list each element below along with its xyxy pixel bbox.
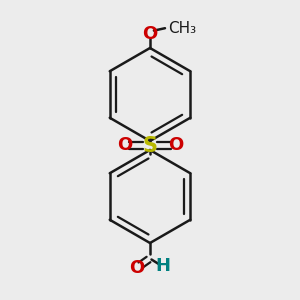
Text: O: O [142, 25, 158, 43]
Text: O: O [129, 259, 144, 277]
Text: H: H [155, 257, 170, 275]
Text: O: O [117, 136, 132, 154]
Text: O: O [168, 136, 183, 154]
Text: S: S [142, 136, 158, 155]
Text: CH₃: CH₃ [168, 21, 196, 36]
